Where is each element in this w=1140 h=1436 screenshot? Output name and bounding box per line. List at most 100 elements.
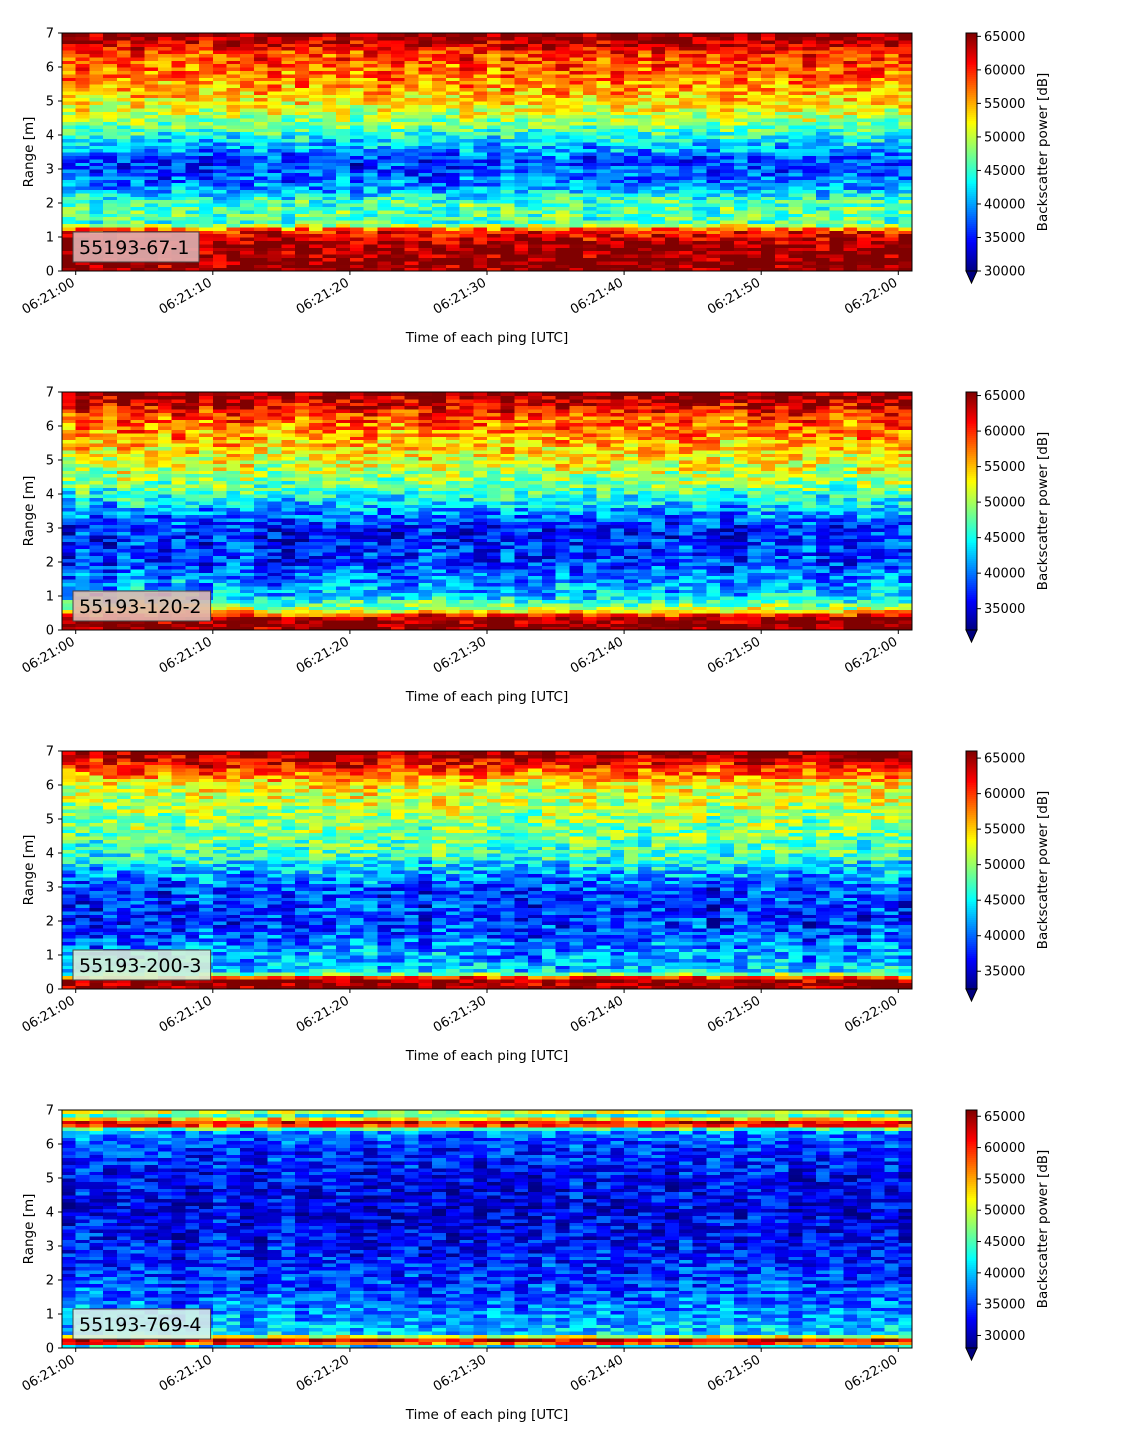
heatmap-cell: [501, 251, 515, 255]
heatmap-cell: [665, 244, 679, 248]
heatmap-cell: [391, 264, 405, 268]
heatmap-cell: [857, 159, 871, 163]
heatmap-cell: [775, 234, 789, 238]
heatmap-cell: [720, 183, 734, 187]
heatmap-cell: [117, 210, 131, 214]
heatmap-cell: [213, 176, 227, 180]
heatmap-cell: [747, 251, 761, 255]
heatmap-cell: [391, 200, 405, 204]
heatmap-cell: [89, 487, 103, 491]
heatmap-cell: [597, 142, 611, 146]
heatmap-cell: [418, 234, 432, 238]
heatmap-cell: [185, 132, 199, 136]
heatmap-cell: [652, 183, 666, 187]
heatmap-cell: [213, 264, 227, 268]
heatmap-cell: [665, 176, 679, 180]
heatmap-cell: [199, 200, 213, 204]
heatmap-cell: [309, 176, 323, 180]
heatmap-cell: [514, 166, 528, 170]
heatmap-cell: [62, 159, 76, 163]
heatmap-cell: [583, 132, 597, 136]
heatmap-cell: [528, 244, 542, 248]
heatmap-cell: [789, 210, 803, 214]
heatmap-cell: [227, 264, 241, 268]
heatmap-cell: [227, 234, 241, 238]
heatmap-cell: [76, 159, 90, 163]
heatmap-cell: [89, 436, 103, 440]
heatmap-cell: [638, 176, 652, 180]
heatmap-cell: [144, 142, 158, 146]
heatmap-cell: [885, 264, 899, 268]
heatmap-cell: [144, 176, 158, 180]
heatmap-cell: [775, 210, 789, 214]
heatmap-cell: [309, 159, 323, 163]
heatmap-cell: [638, 251, 652, 255]
heatmap-cell: [117, 159, 131, 163]
heatmap-cell: [309, 166, 323, 170]
heatmap-cell: [556, 244, 570, 248]
heatmap-cell: [309, 251, 323, 255]
heatmap-cell: [281, 227, 295, 231]
heatmap-cell: [364, 227, 378, 231]
heatmap-cell: [131, 159, 145, 163]
heatmap-cell: [185, 183, 199, 187]
heatmap-cell: [240, 217, 254, 221]
heatmap-cell: [720, 132, 734, 136]
heatmap-cell: [460, 33, 474, 37]
heatmap-cell: [117, 33, 131, 37]
heatmap-cell: [501, 217, 515, 221]
heatmap-cell: [665, 234, 679, 238]
heatmap-cell: [597, 183, 611, 187]
heatmap-cell: [487, 149, 501, 153]
heatmap-cell: [857, 264, 871, 268]
heatmap-cell: [418, 200, 432, 204]
heatmap-cell: [871, 227, 885, 231]
x-tick-label: 06:21:20: [294, 275, 352, 317]
heatmap-cell: [350, 210, 364, 214]
heatmap-cell: [391, 166, 405, 170]
heatmap-cell: [336, 176, 350, 180]
heatmap-cell: [789, 200, 803, 204]
heatmap-cell: [830, 200, 844, 204]
heatmap-cell: [295, 200, 309, 204]
heatmap-cell: [734, 132, 748, 136]
heatmap-cell: [158, 149, 172, 153]
heatmap-cell: [391, 193, 405, 197]
heatmap-cell: [391, 149, 405, 153]
x-tick-label: 06:21:10: [157, 275, 215, 317]
heatmap-cell: [638, 142, 652, 146]
heatmap-cell: [350, 183, 364, 187]
heatmap-cell: [569, 264, 583, 268]
heatmap-cell: [199, 142, 213, 146]
heatmap-cell: [679, 33, 693, 37]
heatmap-cell: [487, 244, 501, 248]
heatmap-cell: [446, 159, 460, 163]
heatmap-cell: [144, 183, 158, 187]
heatmap-cell: [364, 264, 378, 268]
heatmap-cell: [638, 183, 652, 187]
heatmap-cell: [556, 142, 570, 146]
heatmap-cell: [295, 159, 309, 163]
heatmap-cell: [528, 159, 542, 163]
heatmap-cell: [103, 142, 117, 146]
heatmap-cell: [665, 210, 679, 214]
heatmap-cell: [597, 251, 611, 255]
heatmap-cell: [789, 264, 803, 268]
heatmap-cell: [89, 419, 103, 423]
heatmap-cell: [556, 183, 570, 187]
heatmap-cell: [898, 176, 912, 180]
heatmap-cell: [89, 159, 103, 163]
heatmap-cell: [747, 227, 761, 231]
heatmap-cell: [281, 166, 295, 170]
heatmap-cell: [638, 210, 652, 214]
heatmap-cell: [693, 200, 707, 204]
heatmap-cell: [501, 227, 515, 231]
heatmap-cell: [364, 132, 378, 136]
heatmap-cell: [830, 234, 844, 238]
heatmap-cell: [460, 251, 474, 255]
heatmap-cell: [761, 251, 775, 255]
heatmap-cell: [706, 264, 720, 268]
heatmap-cell: [227, 159, 241, 163]
heatmap-cell: [446, 193, 460, 197]
